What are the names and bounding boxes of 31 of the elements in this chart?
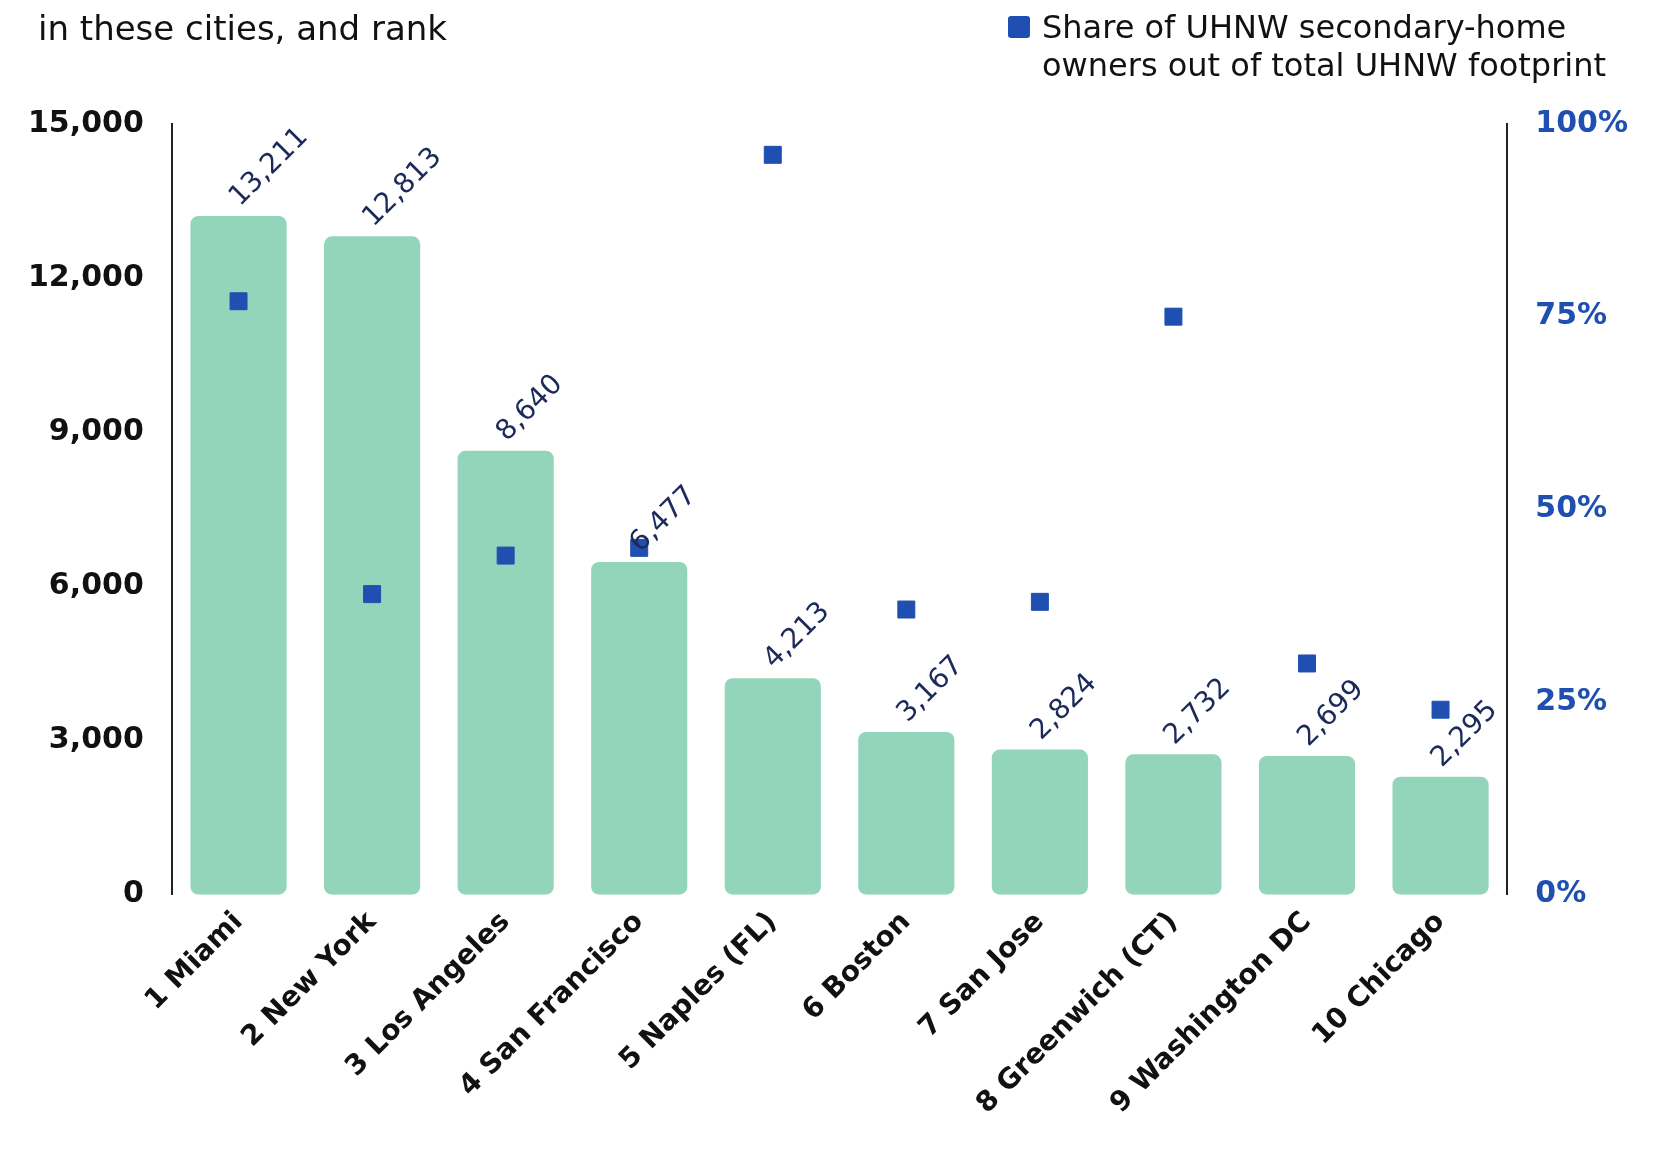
y-tick-label: 9,000 [48,412,144,448]
point [897,600,916,619]
point [1164,307,1183,326]
legend-label: Share of UHNW secondary-home owners out of total UHNW footprint [1042,8,1608,84]
y-tick-label: 6,000 [48,566,144,602]
point [763,145,782,164]
bar [1392,776,1489,895]
bar [1258,756,1356,895]
bar [724,678,821,895]
y2-tick-label: 25% [1535,681,1608,717]
point [363,585,382,604]
y2-tick-label: 0% [1535,874,1587,910]
point [496,546,515,565]
point [1298,654,1316,673]
point [1030,592,1049,611]
y2-tick-label: 75% [1535,296,1608,332]
point [229,292,248,311]
bar [991,749,1088,895]
y-tick-label: 15,000 [27,103,144,139]
y-tick-label: 3,000 [48,720,144,756]
bar [1125,754,1222,895]
bar [858,731,955,895]
y-tick-label: 12,000 [27,257,144,293]
chart-title: in these cities, and rank [37,8,448,48]
y-tick-label: 0 [122,874,144,910]
y2-tick-label: 50% [1535,489,1608,525]
bar [190,215,287,895]
y2-tick-label: 100% [1535,103,1629,139]
bar [457,450,554,895]
bar [324,236,421,895]
bar [591,561,688,895]
